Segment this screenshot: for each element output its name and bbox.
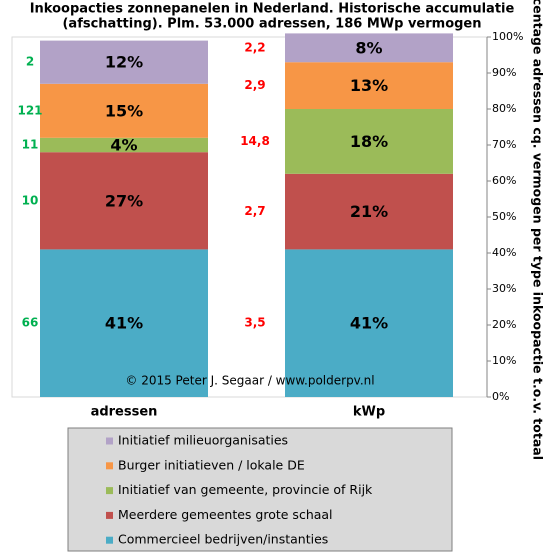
legend-marker <box>106 437 113 445</box>
bar-segment <box>285 173 453 250</box>
side-note: 2,7 <box>244 204 265 218</box>
bar-segment <box>40 83 208 138</box>
value-label: 27% <box>105 191 143 210</box>
y-tick-label: 80% <box>492 102 516 115</box>
side-note: 10 <box>22 193 39 207</box>
x-tick-label: kWp <box>353 405 385 420</box>
value-label: 18% <box>350 132 388 151</box>
y-axis-label: Percentage adressen cq. vermogen per typ… <box>531 0 546 460</box>
value-label: 15% <box>105 101 143 120</box>
legend-marker <box>106 462 113 470</box>
bar-segment <box>40 137 208 153</box>
y-tick-label: 10% <box>492 354 516 367</box>
value-label: 12% <box>105 53 143 72</box>
y-tick-label: 50% <box>492 210 516 223</box>
side-note: 11 <box>22 138 39 152</box>
value-label: 41% <box>350 314 388 333</box>
bar-segment <box>285 62 453 109</box>
bar-segment <box>40 152 208 250</box>
y-tick-label: 0% <box>492 390 509 403</box>
side-note: 2,2 <box>244 40 265 54</box>
legend-marker <box>106 487 113 495</box>
y-tick-label: 90% <box>492 66 516 79</box>
x-tick-label: adressen <box>91 405 158 420</box>
legend-label: Initiatief van gemeente, provincie of Ri… <box>118 482 373 497</box>
y-tick-label: 40% <box>492 246 516 259</box>
side-note: 2,9 <box>244 78 265 92</box>
legend-label: Initiatief milieuorganisaties <box>118 433 288 448</box>
side-note: 2 <box>26 55 34 69</box>
side-note: 121 <box>17 103 42 117</box>
annotation: © 2015 Peter J. Segaar / www.polderpv.nl <box>125 374 374 388</box>
y-tick-label: 70% <box>492 138 516 151</box>
bar-segment <box>285 109 453 174</box>
y-tick-label: 20% <box>492 318 516 331</box>
bar-segment <box>40 249 208 397</box>
bar-segment <box>40 40 208 84</box>
value-label: 8% <box>355 38 382 57</box>
legend <box>67 427 453 552</box>
value-label: 13% <box>350 76 388 95</box>
y-tick-label: 30% <box>492 282 516 295</box>
value-label: 21% <box>350 202 388 221</box>
chart-title: Inkoopacties zonnepanelen in Nederland. … <box>30 2 515 17</box>
bar-segment <box>285 33 453 63</box>
legend-label: Commercieel bedrijven/instanties <box>118 532 328 547</box>
chart-subtitle: (afschatting). Plm. 53.000 adressen, 186… <box>62 17 481 32</box>
value-label: 4% <box>110 136 137 155</box>
legend-marker <box>106 536 113 544</box>
y-tick-label: 100% <box>492 30 523 43</box>
bar-segment <box>285 249 453 397</box>
legend-marker <box>106 511 113 519</box>
legend-label: Meerdere gemeentes grote schaal <box>118 507 333 522</box>
legend-label: Burger initiatieven / lokale DE <box>118 457 305 472</box>
side-note: 14,8 <box>240 134 270 148</box>
value-label: 41% <box>105 314 143 333</box>
side-note: 66 <box>22 316 39 330</box>
side-note: 3,5 <box>244 316 265 330</box>
y-tick-label: 60% <box>492 174 516 187</box>
